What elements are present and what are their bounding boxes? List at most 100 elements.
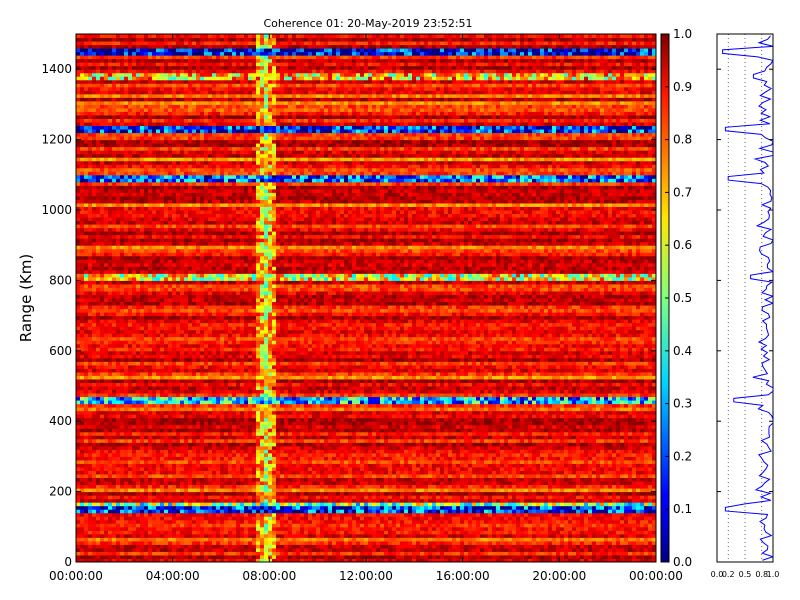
heatmap-cell bbox=[308, 478, 313, 482]
heatmap-cell bbox=[320, 442, 325, 446]
heatmap-cell bbox=[452, 467, 457, 471]
heatmap-cell bbox=[80, 439, 85, 443]
heatmap-cell bbox=[648, 499, 653, 503]
heatmap-cell bbox=[480, 530, 485, 534]
heatmap-cell bbox=[272, 456, 277, 460]
heatmap-cell bbox=[348, 534, 353, 538]
heatmap-cell bbox=[100, 509, 105, 513]
heatmap-cell bbox=[196, 520, 201, 524]
heatmap-cell bbox=[376, 485, 381, 489]
heatmap-cell bbox=[528, 541, 533, 545]
heatmap-cell bbox=[496, 509, 501, 513]
heatmap-cell bbox=[252, 544, 257, 548]
heatmap-cell bbox=[320, 481, 325, 485]
heatmap-cell bbox=[152, 544, 157, 548]
heatmap-cell bbox=[540, 516, 545, 520]
heatmap-cell bbox=[424, 485, 429, 489]
heatmap-cell bbox=[80, 520, 85, 524]
heatmap-cell bbox=[336, 516, 341, 520]
heatmap-cell bbox=[364, 449, 369, 453]
heatmap-cell bbox=[272, 506, 277, 510]
heatmap-cell bbox=[252, 509, 257, 513]
heatmap-cell bbox=[164, 555, 169, 559]
heatmap-cell bbox=[212, 460, 217, 464]
heatmap-cell bbox=[208, 513, 213, 517]
heatmap-cell bbox=[436, 463, 441, 467]
heatmap-cell bbox=[384, 555, 389, 559]
heatmap-cell bbox=[540, 506, 545, 510]
heatmap-cell bbox=[280, 537, 285, 541]
heatmap-cell bbox=[264, 506, 269, 510]
heatmap-cell bbox=[352, 513, 357, 517]
heatmap-cell bbox=[316, 555, 321, 559]
heatmap-cell bbox=[268, 470, 273, 474]
heatmap-cell bbox=[428, 527, 433, 531]
heatmap-cell bbox=[548, 485, 553, 489]
heatmap-cell bbox=[508, 551, 513, 555]
heatmap-cell bbox=[564, 467, 569, 471]
heatmap-cell bbox=[316, 453, 321, 457]
heatmap-cell bbox=[480, 555, 485, 559]
heatmap-cell bbox=[372, 509, 377, 513]
heatmap-cell bbox=[444, 516, 449, 520]
heatmap-cell bbox=[172, 495, 177, 499]
heatmap-cell bbox=[520, 502, 525, 506]
heatmap-cell bbox=[376, 467, 381, 471]
heatmap-cell bbox=[400, 551, 405, 555]
heatmap-cell bbox=[516, 470, 521, 474]
heatmap-cell bbox=[648, 544, 653, 548]
heatmap-cell bbox=[364, 506, 369, 510]
heatmap-cell bbox=[168, 456, 173, 460]
heatmap-cell bbox=[516, 544, 521, 548]
heatmap-cell bbox=[132, 478, 137, 482]
heatmap-cell bbox=[104, 449, 109, 453]
heatmap-cell bbox=[468, 537, 473, 541]
heatmap-cell bbox=[532, 520, 537, 524]
heatmap-cell bbox=[132, 485, 137, 489]
heatmap-cell bbox=[416, 516, 421, 520]
heatmap-cell bbox=[392, 537, 397, 541]
heatmap-cell bbox=[300, 502, 305, 506]
heatmap-cell bbox=[76, 520, 81, 524]
heatmap-cell bbox=[240, 516, 245, 520]
heatmap-cell bbox=[456, 537, 461, 541]
heatmap-cell bbox=[372, 548, 377, 552]
heatmap-cell bbox=[288, 481, 293, 485]
heatmap-cell bbox=[184, 534, 189, 538]
heatmap-cell bbox=[84, 534, 89, 538]
heatmap-cell bbox=[360, 509, 365, 513]
heatmap-cell bbox=[180, 520, 185, 524]
heatmap-cell bbox=[480, 499, 485, 503]
heatmap-cell bbox=[336, 467, 341, 471]
heatmap-cell bbox=[384, 460, 389, 464]
heatmap-cell bbox=[568, 551, 573, 555]
heatmap-cell bbox=[144, 541, 149, 545]
heatmap-cell bbox=[180, 527, 185, 531]
heatmap-cell bbox=[168, 527, 173, 531]
heatmap-cell bbox=[236, 467, 241, 471]
heatmap-cell bbox=[268, 523, 273, 527]
heatmap-cell bbox=[360, 551, 365, 555]
heatmap-cell bbox=[104, 520, 109, 524]
heatmap-cell bbox=[236, 478, 241, 482]
heatmap-cell bbox=[164, 492, 169, 496]
heatmap-cell bbox=[308, 463, 313, 467]
heatmap-cell bbox=[340, 551, 345, 555]
heatmap-cell bbox=[492, 555, 497, 559]
heatmap-cell bbox=[428, 513, 433, 517]
heatmap-cell bbox=[464, 446, 469, 450]
heatmap-cell bbox=[632, 478, 637, 482]
heatmap-cell bbox=[376, 460, 381, 464]
heatmap-cell bbox=[128, 513, 133, 517]
heatmap-cell bbox=[468, 551, 473, 555]
heatmap-cell bbox=[600, 474, 605, 478]
heatmap-cell bbox=[256, 502, 261, 506]
heatmap-cell bbox=[420, 527, 425, 531]
heatmap-cell bbox=[312, 534, 317, 538]
heatmap-cell bbox=[464, 509, 469, 513]
heatmap-cell bbox=[320, 499, 325, 503]
heatmap-cell bbox=[468, 495, 473, 499]
heatmap-cell bbox=[280, 541, 285, 545]
heatmap-cell bbox=[464, 506, 469, 510]
